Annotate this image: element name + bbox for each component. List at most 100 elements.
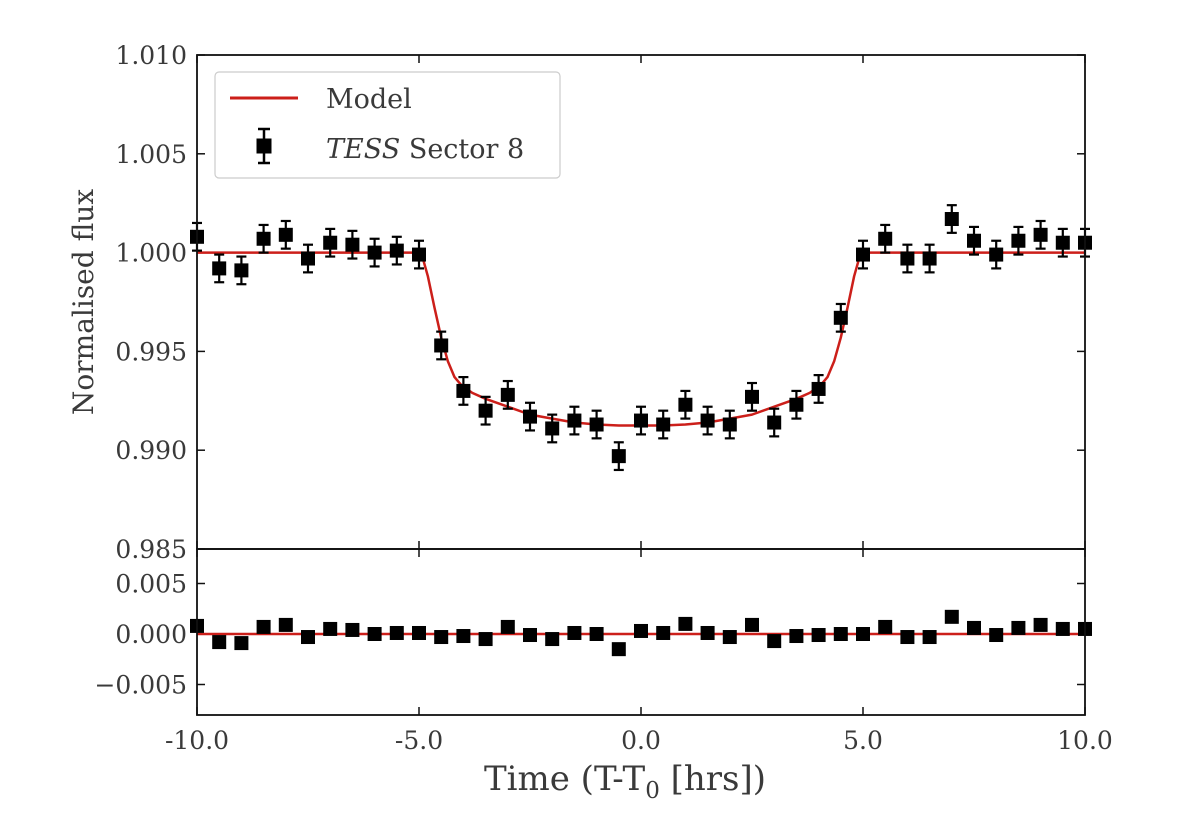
residual-marker [234,636,249,651]
legend: Model TESS Sector 8 [214,71,561,179]
y-tick-label: 1.010 [115,41,187,70]
data-marker [944,212,959,227]
residual-marker [301,630,315,645]
data-marker [789,397,804,412]
data-marker [856,247,870,262]
data-point [478,395,493,426]
residual-marker [634,623,648,638]
residual-marker [545,632,560,647]
y-tick-label: 0.985 [115,535,187,564]
residual-marker [567,625,582,640]
y-tick-label: 1.000 [115,239,187,268]
data-point [678,389,693,420]
data-marker [878,231,893,246]
data-marker [678,397,693,412]
data-marker [567,413,582,428]
data-point [456,375,471,406]
residual-marker [789,629,804,644]
x-axis-label: Time (T-T0 [hrs]) [484,759,766,804]
data-point [212,253,227,284]
data-point [833,302,848,333]
data-point [1011,225,1026,256]
residual-marker [212,635,227,650]
residual-marker [900,630,915,645]
residual-axes-frame [196,548,1086,716]
data-point [922,243,937,274]
residual-panel: -10.0 -5.0 0.0 5.0 10.0 −0.005 0.000 0.005 [94,548,1113,755]
residual-marker [412,625,426,640]
data-point [278,219,293,250]
data-marker [700,413,715,428]
y-tick-label: 0.990 [115,436,187,465]
data-point [1033,219,1048,250]
data-point [634,405,648,436]
data-point [944,204,959,234]
residual-marker [1033,617,1048,632]
residual-marker [500,619,515,634]
residual-marker [722,630,737,645]
data-point [523,401,537,432]
residual-marker [833,627,848,641]
data-marker [1011,233,1026,248]
data-point [900,243,915,274]
residual-marker [811,628,826,643]
y-tick-label: 1.005 [115,140,187,169]
data-marker [212,261,227,276]
data-marker [767,415,782,430]
data-point [500,379,515,410]
data-point [1055,227,1070,258]
data-marker [634,413,648,428]
data-point [722,409,737,440]
data-marker [656,417,671,432]
data-point [345,229,360,260]
data-point [389,235,404,266]
residual-marker [323,621,338,636]
data-point [301,243,315,274]
residual-marker [922,630,937,645]
data-point [589,409,604,440]
data-marker [389,243,404,258]
data-point [567,405,582,436]
residual-marker [967,620,981,635]
legend-data-marker [256,127,272,165]
residual-marker [856,627,870,641]
data-marker [611,449,626,464]
data-marker [278,227,293,242]
residual-marker [656,625,671,640]
resid-y-tick-label: −0.005 [94,671,187,700]
y-axis-label: Normalised flux [67,189,100,415]
data-point [700,405,715,436]
data-point [745,381,759,412]
x-tick-label: -5.0 [395,726,443,755]
residual-marker [1011,620,1026,635]
x-tick-label: 0.0 [621,726,661,755]
residual-marker [745,617,759,632]
data-marker [745,389,759,404]
data-marker [500,387,515,402]
residual-marker [589,627,604,641]
legend-box [214,71,561,179]
residual-marker [367,627,382,641]
data-marker [256,231,271,246]
data-marker [811,381,826,396]
resid-y-tick-label: 0.000 [115,620,187,649]
data-marker [301,251,315,266]
y-tick-label: 0.995 [115,337,187,366]
data-marker [722,417,737,432]
data-point [811,374,826,404]
data-point [878,223,893,254]
residual-marker [767,634,782,649]
x-tick-label: 5.0 [843,726,883,755]
residual-marker [944,609,959,624]
legend-data-label: TESS Sector 8 [326,134,524,165]
data-marker [323,235,338,250]
data-point [767,407,782,438]
data-point [434,330,449,361]
data-point [545,413,560,444]
residual-marker [478,632,493,647]
data-marker [833,310,848,325]
x-tick-label: 10.0 [1057,726,1113,755]
data-marker [367,245,382,260]
residual-marker [345,622,360,637]
